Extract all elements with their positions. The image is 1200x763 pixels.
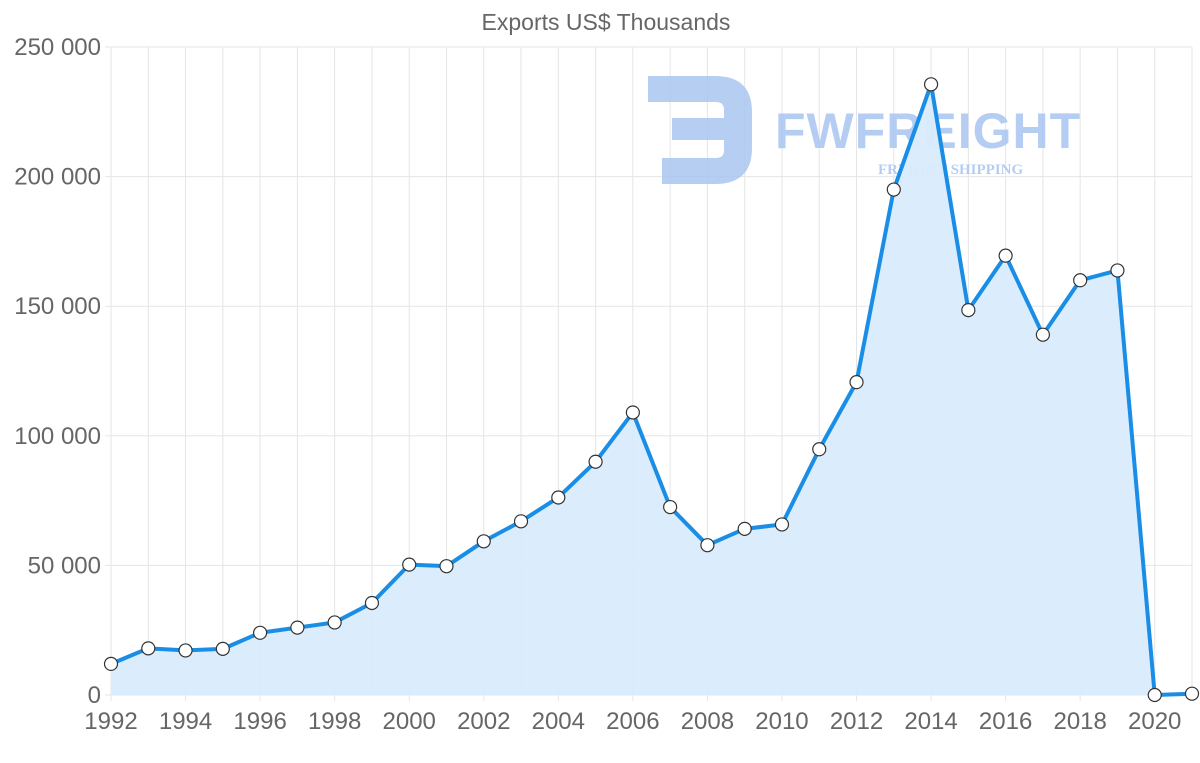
fwfreight-logo-icon — [648, 76, 752, 184]
data-point[interactable] — [961, 302, 976, 318]
data-point[interactable] — [737, 521, 752, 536]
x-axis-ticks: 1992 1994 1996 1998 2000 2002 2004 2006 2008 2010… — [84, 708, 1181, 735]
data-point[interactable] — [998, 248, 1013, 263]
x-tick-label: 2008 — [681, 708, 734, 735]
data-point[interactable] — [663, 499, 678, 515]
x-tick-label: 1992 — [84, 708, 137, 735]
y-axis-ticks: 0 50 000 100 000 150 000 200 000 250 000 — [14, 34, 101, 709]
chart-title: Exports US$ Thousands — [482, 9, 731, 35]
series-exports — [103, 77, 1200, 703]
data-point[interactable] — [625, 405, 640, 420]
data-point[interactable] — [923, 77, 939, 92]
x-tick-label: 1996 — [233, 708, 286, 735]
data-point[interactable] — [1110, 263, 1125, 278]
y-tick-label: 150 000 — [14, 293, 101, 320]
data-point[interactable] — [1035, 327, 1050, 342]
data-point[interactable] — [178, 643, 193, 658]
y-tick-label: 100 000 — [14, 423, 101, 450]
data-point[interactable] — [103, 656, 119, 671]
data-point[interactable] — [700, 538, 715, 553]
data-point[interactable] — [551, 490, 566, 505]
x-tick-label: 2018 — [1053, 708, 1106, 735]
y-tick-label: 200 000 — [14, 164, 101, 191]
y-tick-label: 250 000 — [14, 34, 101, 61]
data-point[interactable] — [402, 557, 417, 572]
x-tick-label: 2012 — [830, 708, 883, 735]
x-tick-label: 2010 — [755, 708, 808, 735]
watermark: FWFREIGHT FREIGHT SHIPPING — [648, 76, 1080, 184]
data-point[interactable] — [1147, 687, 1162, 703]
x-tick-label: 2006 — [606, 708, 659, 735]
x-tick-label: 1998 — [308, 708, 361, 735]
data-point[interactable] — [327, 615, 342, 630]
data-point[interactable] — [886, 182, 901, 197]
x-tick-label: 2016 — [979, 708, 1032, 735]
x-tick-label: 2004 — [532, 708, 585, 735]
data-point[interactable] — [141, 641, 156, 656]
data-point[interactable] — [812, 442, 827, 457]
x-tick-label: 1994 — [159, 708, 212, 735]
data-point[interactable] — [253, 625, 268, 640]
x-tick-label: 2020 — [1128, 708, 1181, 735]
data-point[interactable] — [364, 595, 380, 611]
data-point[interactable] — [439, 559, 454, 574]
data-point[interactable] — [849, 375, 864, 390]
data-point[interactable] — [215, 641, 230, 656]
y-tick-label: 0 — [88, 682, 101, 709]
data-point[interactable] — [290, 620, 305, 635]
data-point[interactable] — [1073, 273, 1088, 288]
data-point[interactable] — [513, 514, 529, 529]
data-point[interactable] — [588, 454, 603, 469]
x-tick-label: 2000 — [383, 708, 436, 735]
data-point[interactable] — [1184, 686, 1200, 701]
x-tick-label: 2002 — [457, 708, 510, 735]
data-point[interactable] — [476, 534, 491, 549]
series-area-fill — [111, 84, 1192, 695]
x-tick-label: 2014 — [904, 708, 957, 735]
y-tick-label: 50 000 — [28, 552, 101, 579]
data-point[interactable] — [774, 517, 790, 532]
